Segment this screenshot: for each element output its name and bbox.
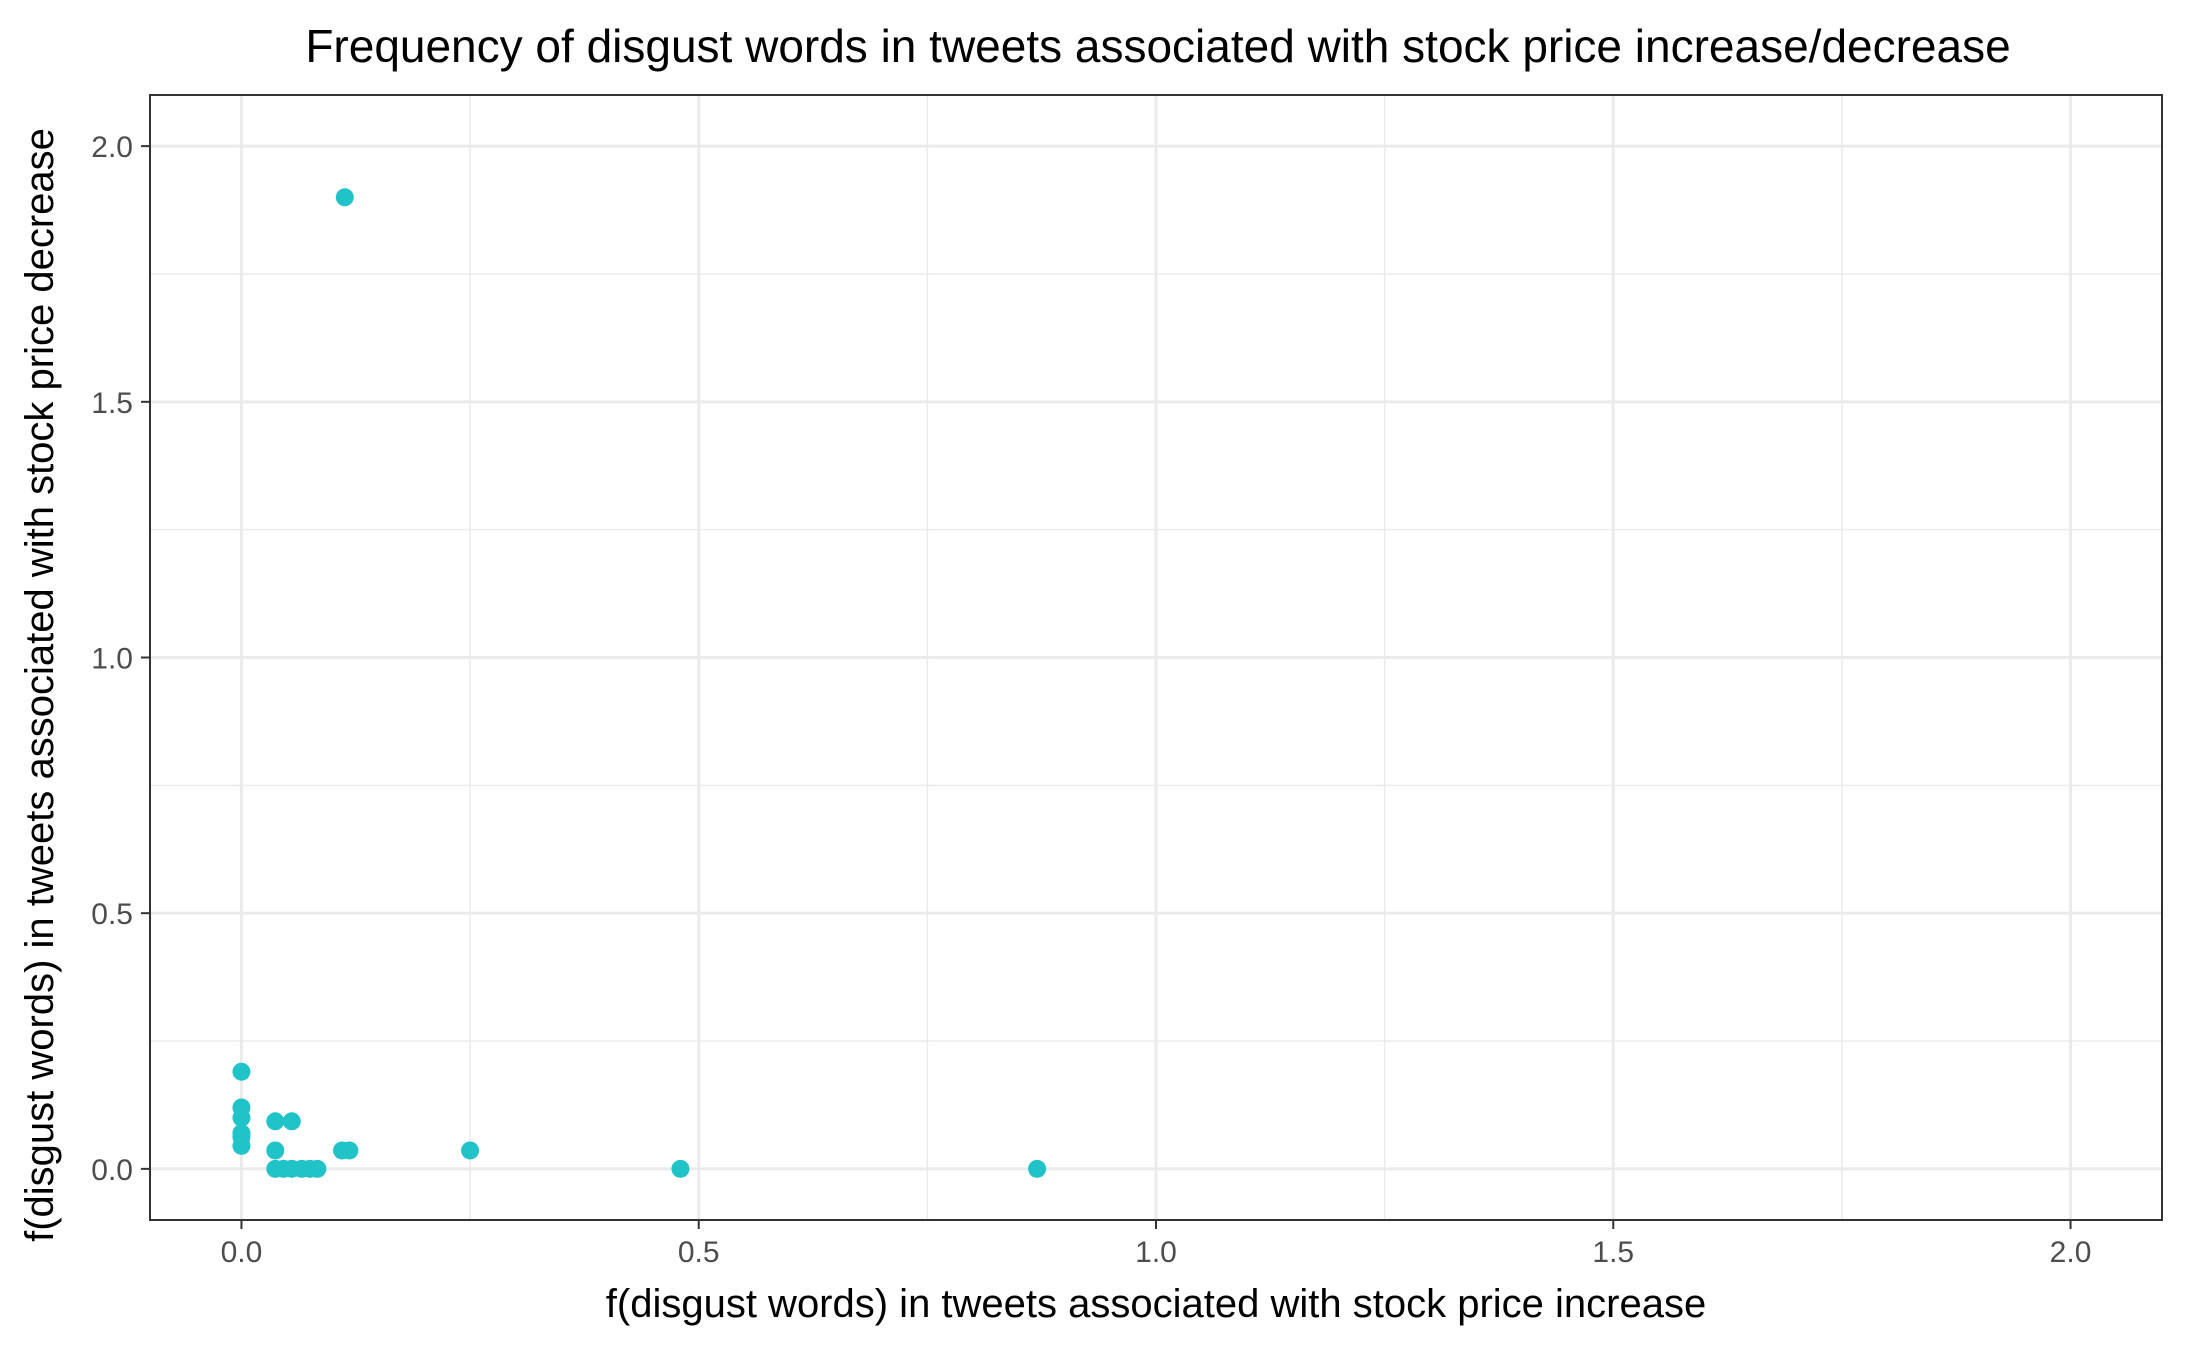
x-tick-label: 1.5 bbox=[1592, 1236, 1634, 1269]
data-point bbox=[266, 1141, 285, 1160]
data-point bbox=[282, 1112, 301, 1131]
y-axis-ticks: 0.0 0.5 1.0 1.5 2.0 bbox=[91, 131, 150, 1187]
data-point bbox=[461, 1141, 480, 1160]
data-point bbox=[232, 1062, 251, 1081]
grid bbox=[150, 95, 2162, 1220]
y-tick-label: 1.5 bbox=[91, 387, 133, 420]
x-tick-label: 1.0 bbox=[1135, 1236, 1177, 1269]
data-point bbox=[232, 1136, 251, 1155]
data-point bbox=[266, 1112, 285, 1131]
data-point bbox=[1028, 1159, 1047, 1178]
data-point bbox=[232, 1108, 251, 1127]
chart-title: Frequency of disgust words in tweets ass… bbox=[305, 20, 2010, 72]
y-tick-label: 0.5 bbox=[91, 898, 133, 931]
y-tick-label: 2.0 bbox=[91, 131, 133, 164]
x-tick-label: 0.0 bbox=[221, 1236, 263, 1269]
data-point bbox=[308, 1159, 327, 1178]
data-point bbox=[335, 188, 354, 207]
x-axis-label: f(disgust words) in tweets associated wi… bbox=[606, 1282, 1706, 1326]
y-tick-label: 0.0 bbox=[91, 1154, 133, 1187]
x-tick-label: 0.5 bbox=[678, 1236, 720, 1269]
y-axis-label: f(disgust words) in tweets associated wi… bbox=[18, 128, 62, 1242]
data-point bbox=[671, 1159, 690, 1178]
x-axis-ticks: 0.0 0.5 1.0 1.5 2.0 bbox=[221, 1220, 2092, 1269]
x-tick-label: 2.0 bbox=[2050, 1236, 2092, 1269]
y-tick-label: 1.0 bbox=[91, 643, 133, 676]
data-point bbox=[340, 1141, 359, 1160]
data-points bbox=[232, 188, 1047, 1178]
